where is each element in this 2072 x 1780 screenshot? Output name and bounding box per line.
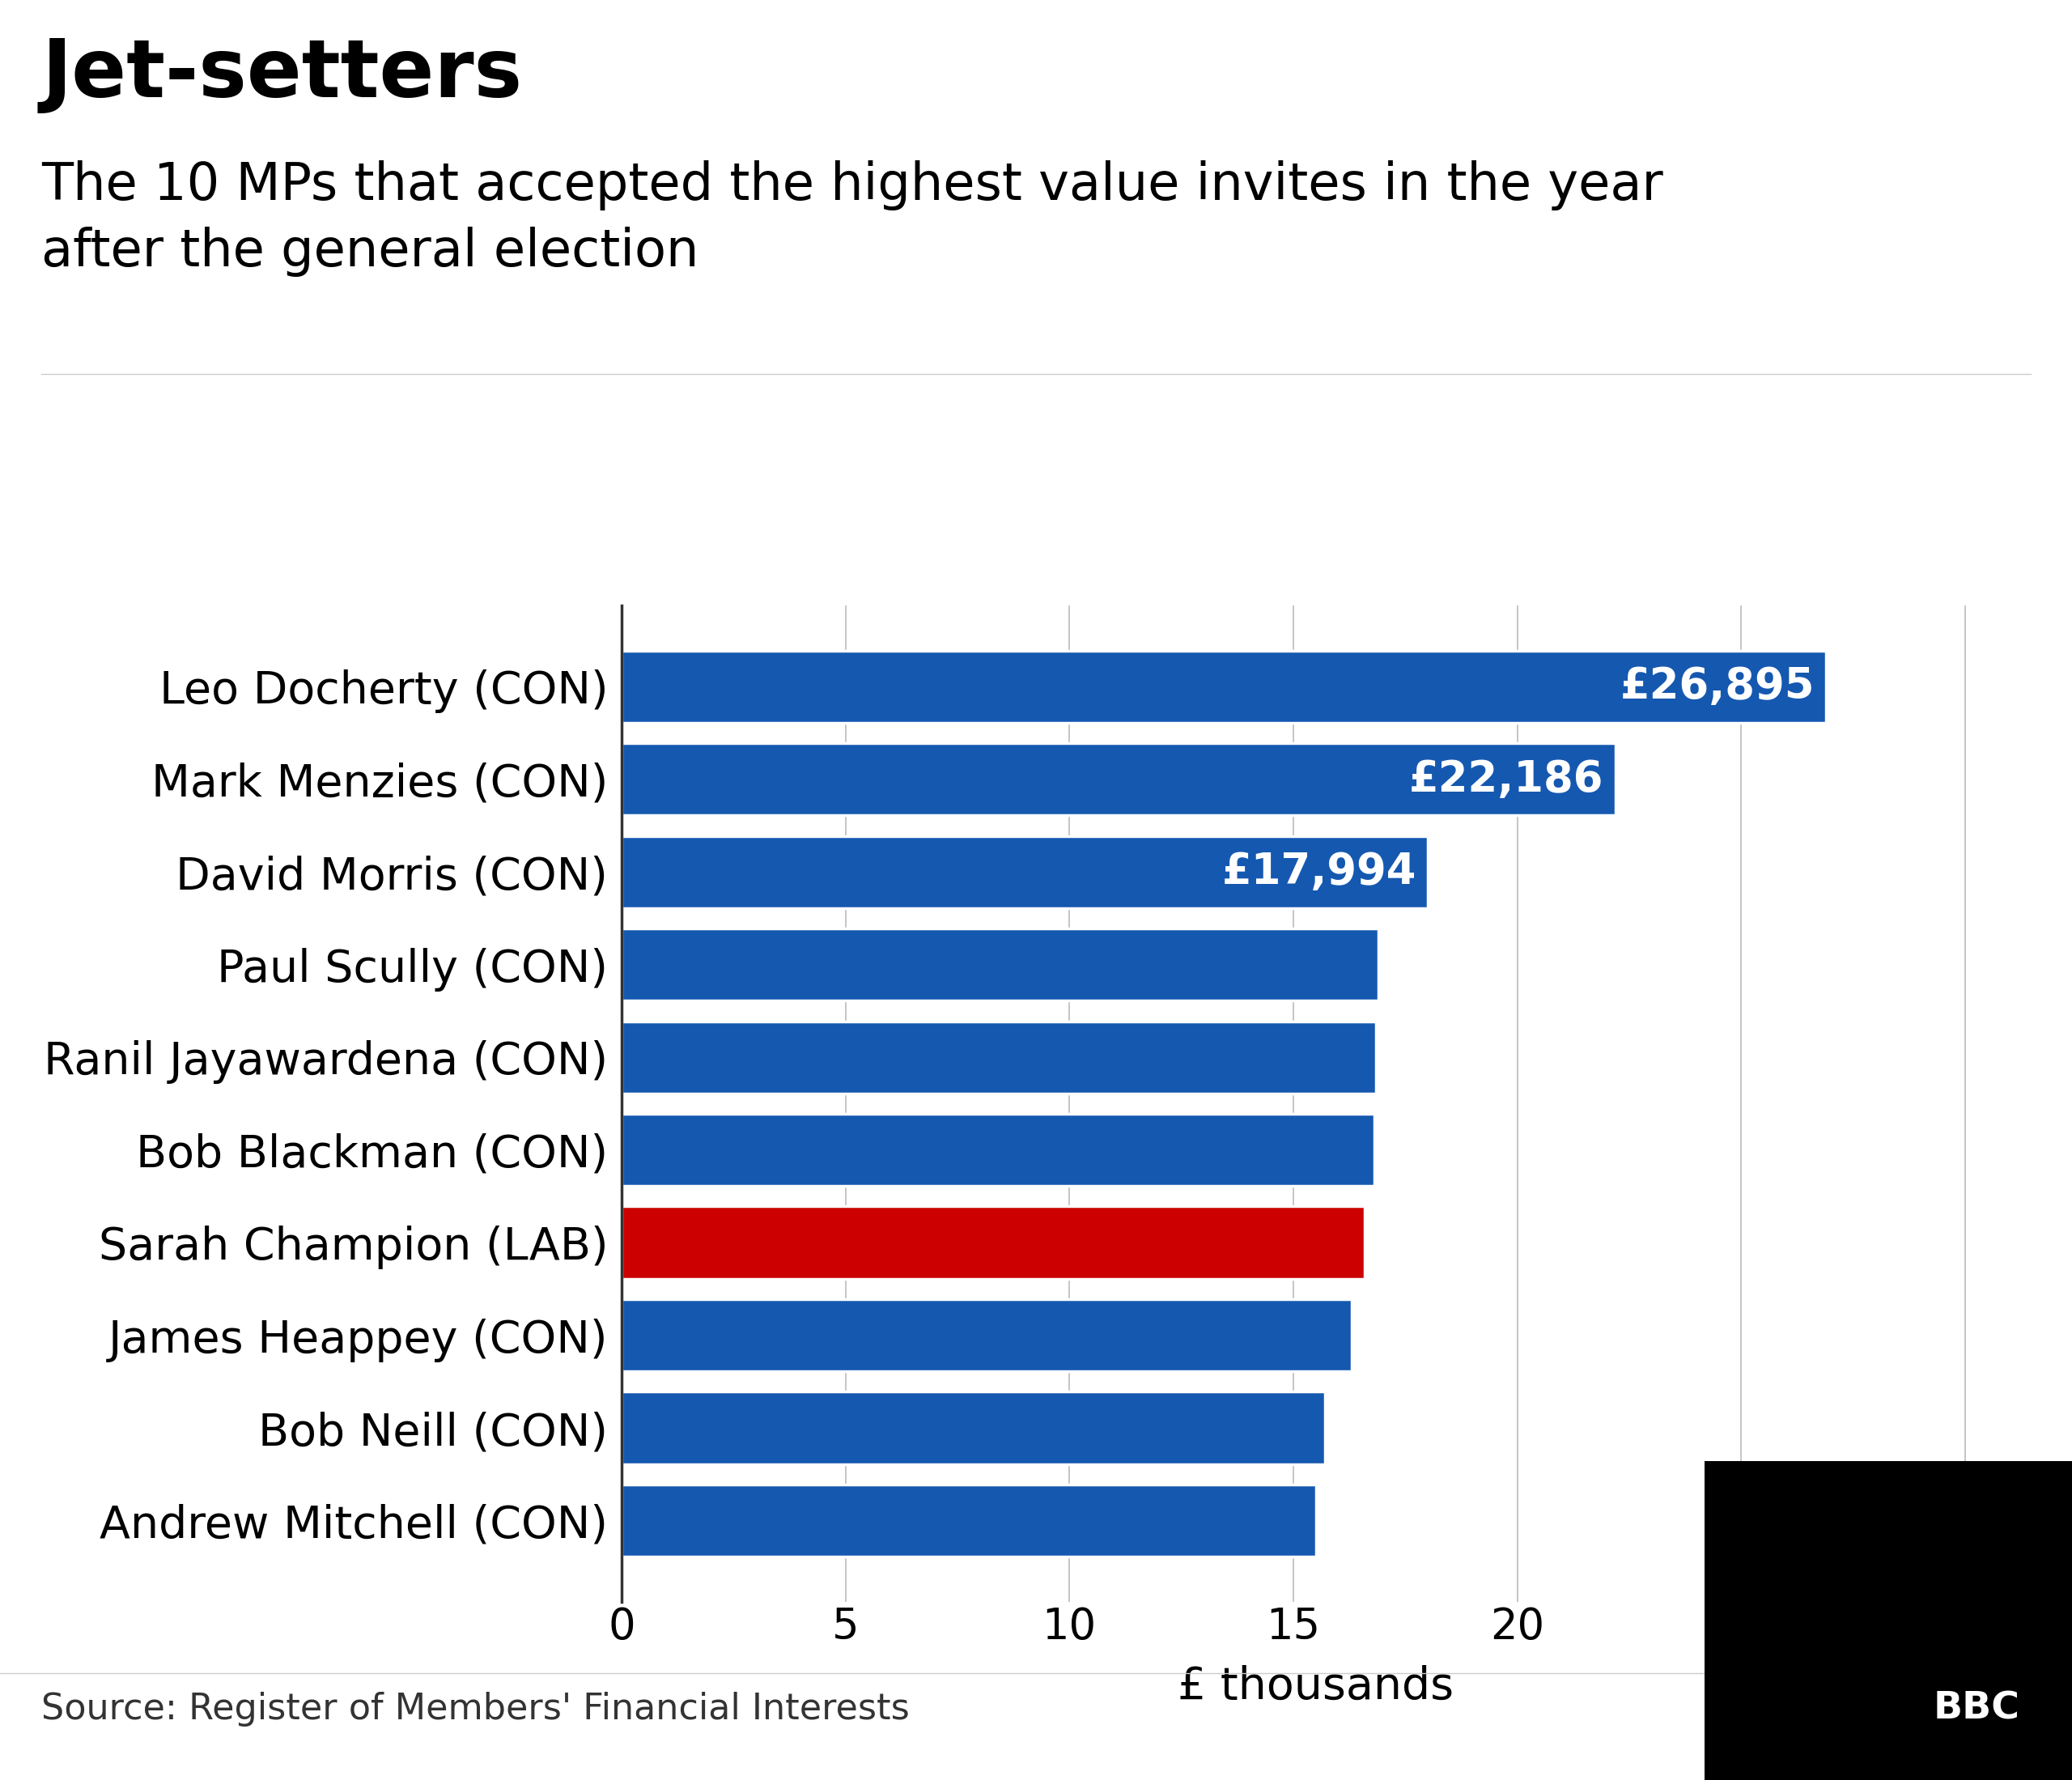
Bar xyxy=(622,929,1378,1000)
Bar xyxy=(622,1114,1374,1185)
Bar xyxy=(622,1299,1351,1371)
Bar xyxy=(622,1207,1365,1278)
Bar xyxy=(622,744,1616,815)
Text: £26,895: £26,895 xyxy=(1620,666,1815,708)
Bar xyxy=(622,1392,1324,1463)
Bar xyxy=(622,1022,1376,1093)
X-axis label: £ thousands: £ thousands xyxy=(1177,1664,1455,1709)
Text: £22,186: £22,186 xyxy=(1409,758,1604,801)
Bar xyxy=(622,650,1825,723)
Text: £17,994: £17,994 xyxy=(1222,851,1415,894)
Bar xyxy=(622,1485,1316,1558)
Text: The 10 MPs that accepted the highest value invites in the year
after the general: The 10 MPs that accepted the highest val… xyxy=(41,160,1664,276)
Text: Jet-setters: Jet-setters xyxy=(41,36,522,114)
Text: BBC: BBC xyxy=(1933,1691,2020,1727)
Text: Source: Register of Members' Financial Interests: Source: Register of Members' Financial I… xyxy=(41,1691,910,1727)
Bar xyxy=(622,837,1428,908)
